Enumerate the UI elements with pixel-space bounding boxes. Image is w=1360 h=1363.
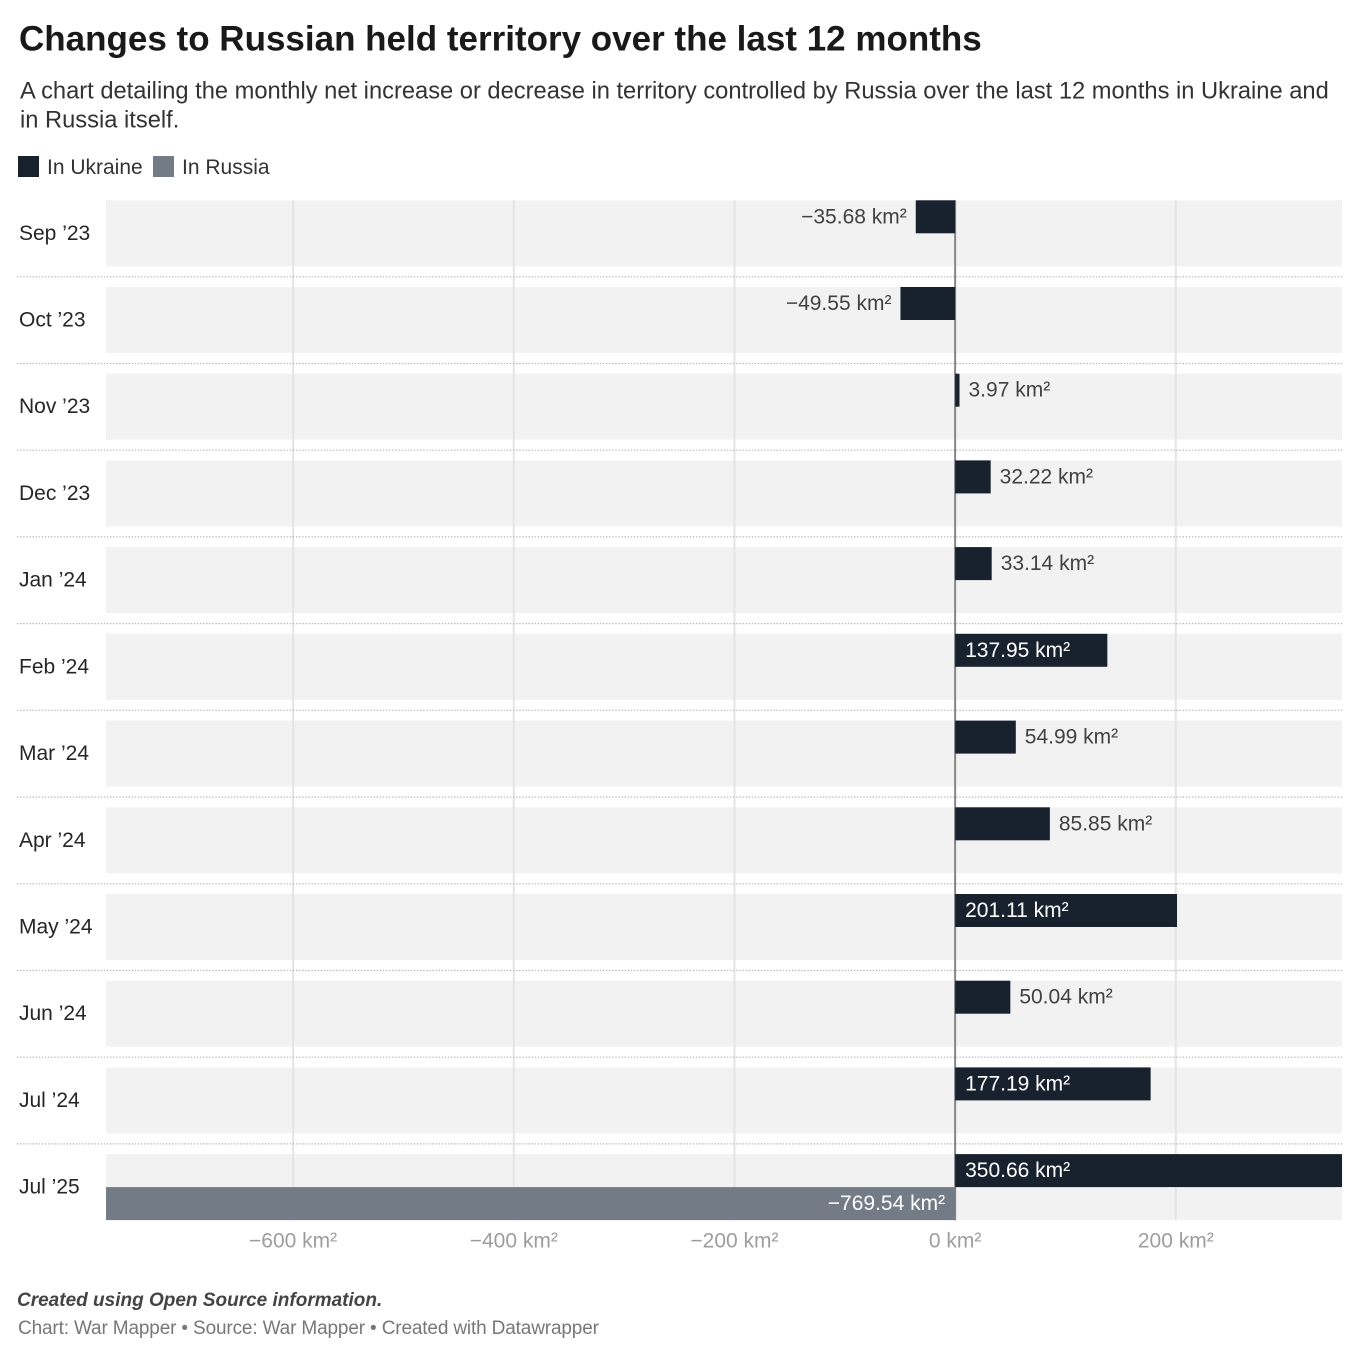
svg-text:A chart detailing the monthly: A chart detailing the monthly net increa… — [20, 78, 1329, 104]
svg-text:Jul ’24: Jul ’24 — [19, 1089, 80, 1112]
svg-text:0 km²: 0 km² — [929, 1230, 982, 1253]
svg-text:Feb ’24: Feb ’24 — [19, 655, 89, 678]
svg-text:May ’24: May ’24 — [19, 916, 93, 939]
svg-text:−400 km²: −400 km² — [470, 1230, 558, 1253]
svg-text:Chart: War Mapper • Source: Wa: Chart: War Mapper • Source: War Mapper •… — [18, 1318, 600, 1339]
svg-text:−769.54 km²: −769.54 km² — [828, 1192, 945, 1215]
svg-text:−200 km²: −200 km² — [690, 1230, 778, 1253]
svg-text:Sep ’23: Sep ’23 — [19, 222, 90, 245]
svg-text:Jul ’25: Jul ’25 — [19, 1176, 80, 1199]
svg-text:−49.55 km²: −49.55 km² — [786, 292, 892, 315]
svg-text:177.19 km²: 177.19 km² — [965, 1072, 1070, 1095]
svg-text:200 km²: 200 km² — [1138, 1230, 1214, 1253]
svg-text:Apr ’24: Apr ’24 — [19, 829, 86, 852]
svg-text:Mar ’24: Mar ’24 — [19, 742, 89, 765]
svg-text:−600 km²: −600 km² — [249, 1230, 337, 1253]
svg-text:33.14 km²: 33.14 km² — [1001, 552, 1094, 575]
svg-text:201.11 km²: 201.11 km² — [965, 899, 1069, 922]
svg-text:Oct ’23: Oct ’23 — [19, 309, 86, 332]
svg-text:85.85 km²: 85.85 km² — [1059, 812, 1152, 835]
svg-text:Created using Open Source info: Created using Open Source information. — [17, 1290, 382, 1311]
svg-text:137.95 km²: 137.95 km² — [965, 639, 1070, 662]
svg-text:−35.68 km²: −35.68 km² — [801, 205, 907, 228]
svg-text:In Russia: In Russia — [182, 156, 270, 179]
svg-text:Nov ’23: Nov ’23 — [19, 395, 90, 418]
svg-text:Dec ’23: Dec ’23 — [19, 482, 90, 505]
svg-text:Jun ’24: Jun ’24 — [19, 1002, 87, 1025]
svg-text:in Russia itself.: in Russia itself. — [20, 108, 179, 134]
svg-text:In Ukraine: In Ukraine — [47, 156, 143, 179]
svg-text:3.97 km²: 3.97 km² — [969, 379, 1051, 402]
svg-text:Jan ’24: Jan ’24 — [19, 569, 87, 592]
svg-text:50.04 km²: 50.04 km² — [1019, 986, 1112, 1009]
svg-text:32.22 km²: 32.22 km² — [1000, 465, 1093, 488]
svg-text:54.99 km²: 54.99 km² — [1025, 726, 1118, 749]
svg-text:350.66 km²: 350.66 km² — [965, 1159, 1070, 1182]
svg-text:Changes to Russian held territ: Changes to Russian held territory over t… — [19, 19, 982, 58]
